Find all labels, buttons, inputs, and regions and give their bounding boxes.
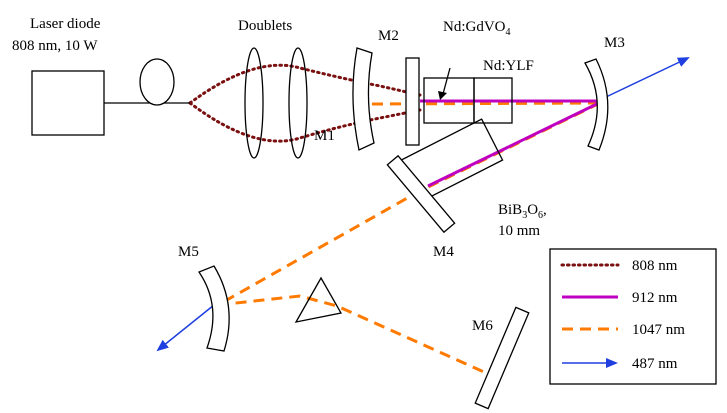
legend: 808 nm 912 nm 1047 nm 487 nm bbox=[549, 248, 717, 385]
legend-label-487nm: 487 nm bbox=[632, 356, 678, 372]
mirror-m4 bbox=[386, 154, 456, 234]
mirror-m2 bbox=[405, 57, 420, 146]
fiber-coil bbox=[139, 58, 175, 106]
gdvo4-pointer-line bbox=[442, 67, 451, 95]
legend-label-808nm: 808 nm bbox=[632, 258, 678, 274]
laser-diode-label: Laser diode bbox=[30, 16, 101, 32]
prism bbox=[294, 276, 343, 323]
m3-label: M3 bbox=[604, 35, 625, 51]
beam-487nm bbox=[156, 57, 690, 352]
doublets-label: Doublets bbox=[238, 18, 292, 34]
bibo-length-label: 10 mm bbox=[498, 223, 540, 239]
gdvo4-label: Nd:GdVO4 bbox=[443, 19, 511, 38]
doublet-lens-2 bbox=[288, 47, 308, 159]
bibo-label: BiB3O6, bbox=[498, 202, 547, 221]
laser-diode-box bbox=[31, 70, 105, 136]
m4-label: M4 bbox=[433, 244, 454, 260]
mirror-m3 bbox=[584, 58, 609, 151]
m2-label: M2 bbox=[378, 28, 399, 44]
mirror-m6 bbox=[474, 306, 530, 410]
gdvo4-pointer-arrowhead bbox=[438, 91, 447, 100]
mirror-m5 bbox=[198, 265, 230, 352]
legend-label-1047nm: 1047 nm bbox=[632, 322, 685, 338]
mirror-m1 bbox=[352, 47, 375, 151]
beam-808nm bbox=[188, 63, 422, 143]
ylf-label: Nd:YLF bbox=[483, 58, 534, 74]
legend-label-912nm: 912 nm bbox=[632, 290, 678, 306]
legend-box bbox=[549, 248, 717, 385]
m1-label: M1 bbox=[314, 128, 335, 144]
laser-diode-spec-label: 808 nm, 10 W bbox=[12, 38, 98, 54]
doublet-lens-1 bbox=[244, 47, 264, 159]
crystal-ndylf bbox=[473, 77, 513, 124]
m5-label: M5 bbox=[178, 244, 199, 260]
m6-label: M6 bbox=[472, 318, 493, 334]
